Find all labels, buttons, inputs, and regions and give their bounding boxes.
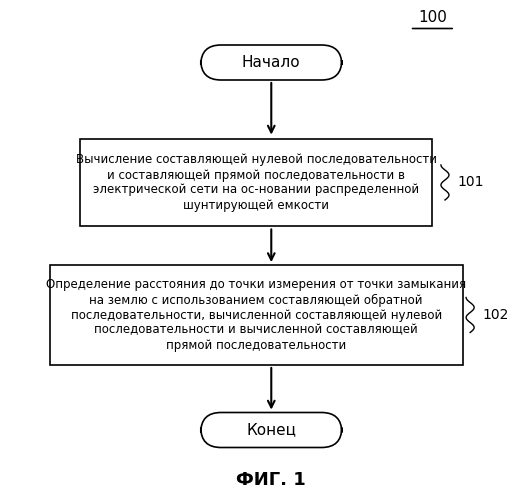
Text: 100: 100 [418,10,447,25]
Text: ФИГ. 1: ФИГ. 1 [236,471,306,489]
Text: 102: 102 [483,308,509,322]
Bar [80,138,433,226]
Text: 101: 101 [458,176,484,190]
Text: Определение расстояния до точки измерения от точки замыкания
на землю с использо: Определение расстояния до точки измерени… [46,278,466,351]
FancyBboxPatch shape [201,412,342,448]
Text: Конец: Конец [246,422,297,438]
FancyBboxPatch shape [201,45,342,80]
Bar [50,265,462,365]
Text: Начало: Начало [242,55,301,70]
Text: Вычисление составляющей нулевой последовательности
и составляющей прямой последо: Вычисление составляющей нулевой последов… [76,154,437,212]
